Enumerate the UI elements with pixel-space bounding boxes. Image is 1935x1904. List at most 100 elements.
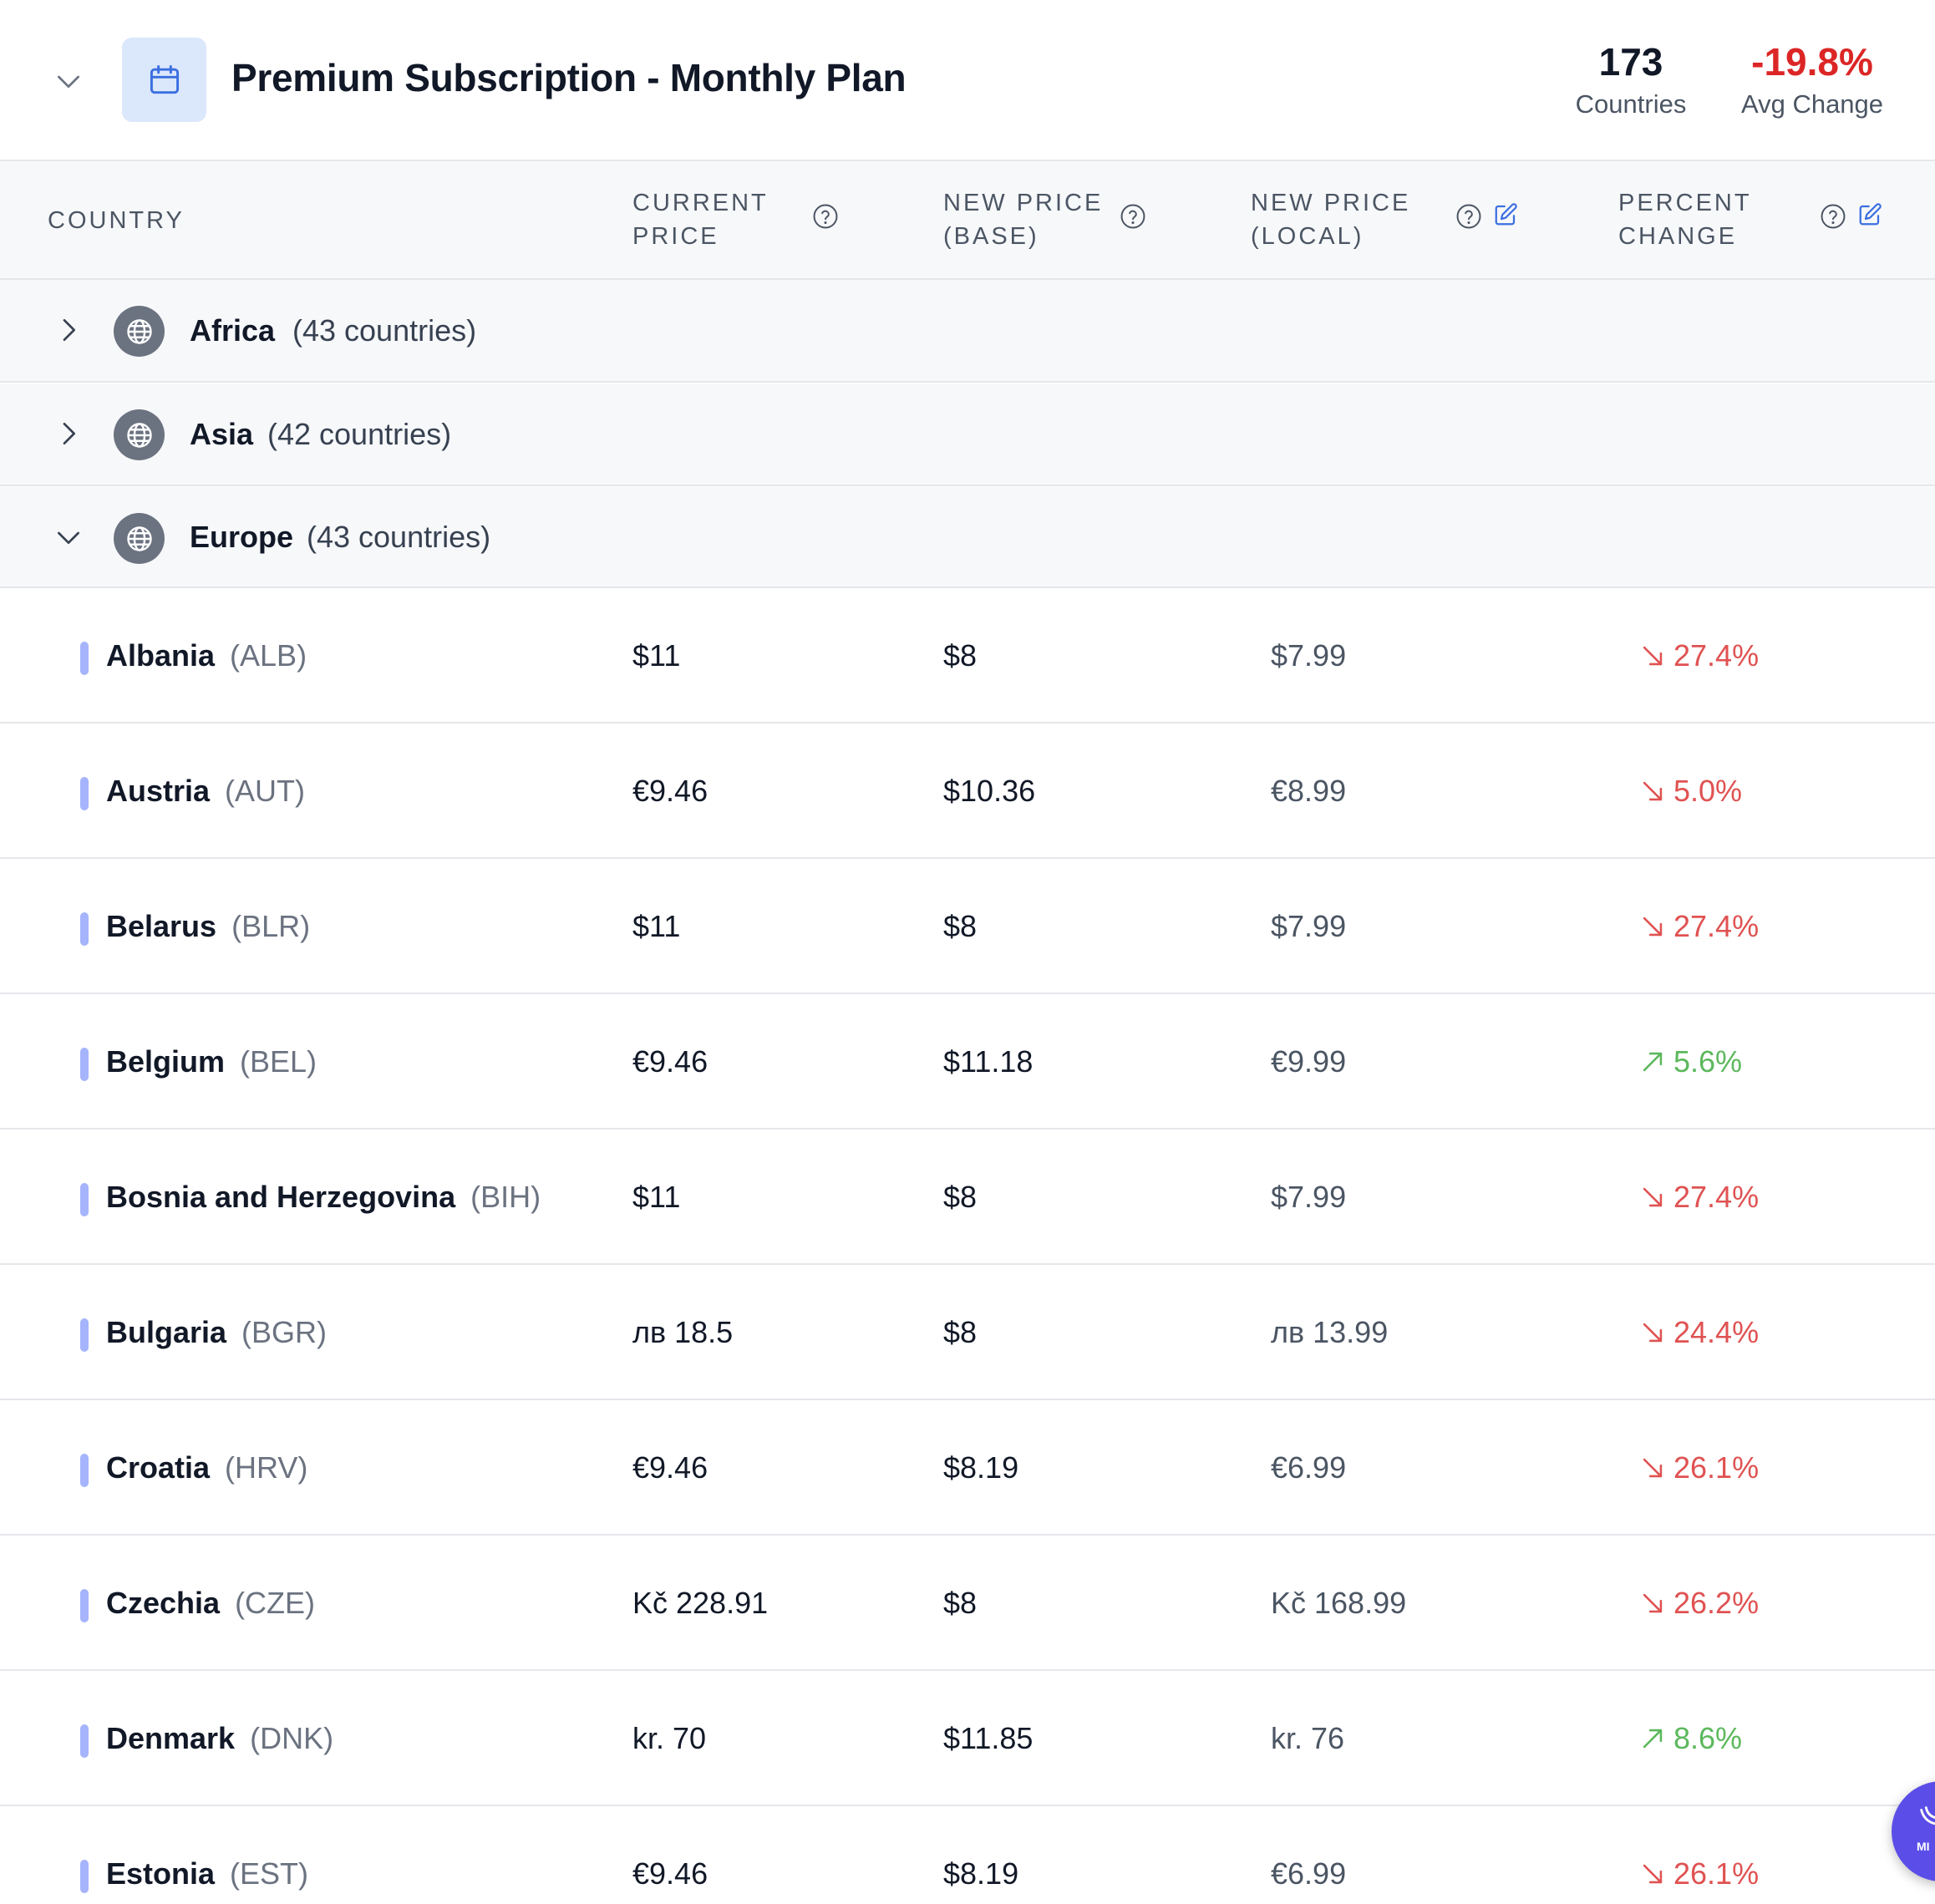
column-header-new-price-base: NEW PRICE (BASE)	[943, 190, 1104, 250]
chevron-right-icon[interactable]	[48, 414, 89, 454]
percent-change-header-actions	[1819, 202, 1886, 231]
percent-change-value: 26.1%	[1673, 1450, 1760, 1485]
trend-down-icon	[1638, 1454, 1667, 1482]
country-name: Austria (AUT)	[106, 774, 305, 809]
new-price-base-cell: $8	[943, 909, 978, 943]
new-price-base-cell: $10.36	[943, 774, 1036, 808]
table-row[interactable]: Austria (AUT) €9.46 $10.36 €8.99 5.0%	[0, 724, 1935, 859]
region-name: Europe	[190, 519, 294, 554]
new-price-local-cell[interactable]: $7.99	[1271, 638, 1347, 673]
help-icon[interactable]	[1819, 202, 1847, 231]
new-price-local-cell[interactable]: €6.99	[1271, 1450, 1347, 1485]
avg-change-stat: -19.8% Avg Change	[1733, 38, 1892, 123]
country-label: Czechia	[106, 1586, 221, 1620]
table-row[interactable]: Czechia (CZE) Kč 228.91 $8 Kč 168.99 26.2%	[0, 1536, 1935, 1671]
country-code: (EST)	[230, 1856, 309, 1891]
new-price-local-cell[interactable]: $7.99	[1271, 909, 1347, 943]
current-price-cell: €9.46	[632, 774, 708, 808]
country-label: Albania	[106, 638, 216, 673]
region-indicator-bar	[80, 912, 89, 946]
table-row[interactable]: Croatia (HRV) €9.46 $8.19 €6.99 26.1%	[0, 1400, 1935, 1536]
trend-down-icon	[1638, 1318, 1667, 1347]
percent-change-cell[interactable]: 8.6%	[1638, 1721, 1742, 1756]
new-price-base-cell: $11.85	[943, 1721, 1034, 1755]
country-label: Croatia	[106, 1450, 211, 1485]
chevron-down-icon[interactable]	[48, 517, 89, 557]
region-group-asia[interactable]: Asia (42 countries)	[0, 383, 1935, 486]
current-price-cell: €9.46	[632, 1450, 708, 1485]
region-indicator-bar	[80, 1318, 89, 1352]
trend-down-icon	[1638, 1183, 1667, 1211]
region-group-africa[interactable]: Africa (43 countries)	[0, 280, 1935, 383]
chevron-right-icon[interactable]	[48, 310, 89, 350]
globe-icon	[114, 409, 165, 460]
new-price-local-cell[interactable]: Kč 168.99	[1271, 1586, 1407, 1620]
percent-change-cell[interactable]: 27.4%	[1638, 909, 1759, 944]
help-icon[interactable]	[1119, 202, 1147, 231]
trend-down-icon	[1638, 642, 1667, 670]
current-price-cell: $11	[632, 909, 681, 943]
percent-change-value: 26.2%	[1673, 1586, 1760, 1620]
edit-icon[interactable]	[1493, 202, 1521, 231]
countries-count: 173	[1598, 40, 1663, 84]
column-header-new-price-local: NEW PRICE (LOCAL)	[1251, 190, 1411, 250]
new-price-local-cell[interactable]: €9.99	[1271, 1044, 1347, 1079]
new-price-local-cell[interactable]: €6.99	[1271, 1856, 1347, 1891]
table-row[interactable]: Denmark (DNK) kr. 70 $11.85 kr. 76 8.6%	[0, 1671, 1935, 1806]
percent-change-value: 27.4%	[1673, 1180, 1760, 1214]
country-name: Albania (ALB)	[106, 638, 307, 673]
region-name: Africa	[190, 312, 276, 348]
trend-down-icon	[1638, 912, 1667, 941]
new-price-local-cell[interactable]: $7.99	[1271, 1180, 1347, 1214]
trend-up-icon	[1638, 1724, 1667, 1753]
collapse-plan-button[interactable]	[46, 58, 91, 104]
plan-header: Premium Subscription - Monthly Plan 173 …	[0, 0, 1935, 161]
help-icon[interactable]	[1455, 202, 1483, 231]
current-price-cell: лв 18.5	[632, 1315, 734, 1349]
trend-up-icon	[1638, 1048, 1667, 1076]
table-row[interactable]: Albania (ALB) $11 $8 $7.99 27.4%	[0, 588, 1935, 724]
percent-change-cell[interactable]: 26.1%	[1638, 1856, 1759, 1891]
new-price-base-cell: $8	[943, 1315, 978, 1349]
help-icon[interactable]	[811, 202, 840, 231]
percent-change-cell[interactable]: 26.2%	[1638, 1586, 1759, 1621]
countries-stat: 173 Countries	[1564, 38, 1698, 123]
trend-down-icon	[1638, 1860, 1667, 1888]
country-code: (HRV)	[225, 1450, 308, 1485]
country-label: Estonia	[106, 1856, 216, 1891]
region-indicator-bar	[80, 1454, 89, 1487]
new-price-base-cell: $8.19	[943, 1450, 1019, 1485]
country-label: Bulgaria	[106, 1315, 227, 1349]
table-row[interactable]: Estonia (EST) €9.46 $8.19 €6.99 26.1%	[0, 1806, 1935, 1904]
table-row[interactable]: Belarus (BLR) $11 $8 $7.99 27.4%	[0, 859, 1935, 994]
percent-change-cell[interactable]: 5.6%	[1638, 1044, 1742, 1079]
table-row[interactable]: Belgium (BEL) €9.46 $11.18 €9.99 5.6%	[0, 994, 1935, 1130]
percent-change-cell[interactable]: 26.1%	[1638, 1450, 1759, 1485]
table-row[interactable]: Bulgaria (BGR) лв 18.5 $8 лв 13.99 24.4%	[0, 1265, 1935, 1400]
plan-title: Premium Subscription - Monthly Plan	[231, 56, 907, 99]
new-price-local-cell[interactable]: лв 13.99	[1271, 1315, 1389, 1349]
table-row[interactable]: Bosnia and Herzegovina (BIH) $11 $8 $7.99 27.…	[0, 1130, 1935, 1265]
current-price-cell: kr. 70	[632, 1721, 707, 1755]
country-label: Denmark	[106, 1721, 236, 1755]
region-name: Asia	[190, 416, 254, 451]
percent-change-cell[interactable]: 27.4%	[1638, 1180, 1759, 1215]
avg-change-label: Avg Change	[1740, 89, 1884, 119]
region-indicator-bar	[80, 1860, 89, 1893]
new-price-local-cell[interactable]: kr. 76	[1271, 1721, 1345, 1755]
column-header-current-price: CURRENT PRICE	[632, 190, 769, 250]
percent-change-value: 5.6%	[1673, 1044, 1743, 1079]
edit-icon[interactable]	[1857, 202, 1886, 231]
current-price-cell: €9.46	[632, 1044, 708, 1079]
region-group-europe[interactable]: Europe (43 countries)	[0, 487, 1935, 588]
percent-change-cell[interactable]: 5.0%	[1638, 774, 1742, 809]
trend-down-icon	[1638, 1589, 1667, 1617]
region-indicator-bar	[80, 1724, 89, 1758]
country-label: Belarus	[106, 909, 217, 943]
percent-change-value: 26.1%	[1673, 1856, 1760, 1891]
trend-down-icon	[1638, 777, 1667, 805]
new-price-local-cell[interactable]: €8.99	[1271, 774, 1347, 808]
percent-change-cell[interactable]: 27.4%	[1638, 638, 1759, 673]
percent-change-cell[interactable]: 24.4%	[1638, 1315, 1759, 1350]
countries-label: Countries	[1575, 89, 1687, 119]
